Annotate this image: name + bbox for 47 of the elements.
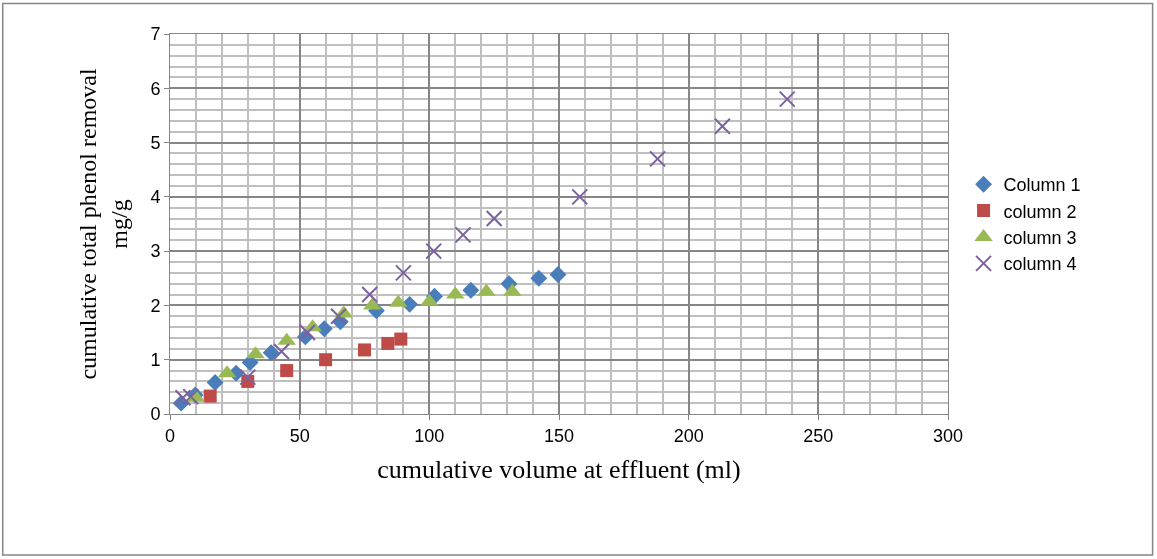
y-tick-label: 1 [150, 350, 161, 371]
point [571, 188, 589, 206]
point [530, 269, 548, 287]
y-tick-label: 4 [150, 187, 161, 208]
y-tick-label: 6 [150, 78, 161, 99]
point [462, 281, 480, 299]
point [174, 389, 192, 407]
point [485, 210, 503, 228]
point [425, 242, 443, 260]
x-tick-label: 250 [803, 425, 834, 446]
point [280, 364, 294, 378]
point [778, 90, 796, 108]
point [381, 336, 395, 350]
legend-label: column 3 [1003, 228, 1077, 249]
point [298, 324, 316, 342]
x-tick-label: 100 [414, 425, 445, 446]
point [713, 117, 731, 135]
x-tick-label: 300 [932, 425, 964, 446]
x-tick-label: 0 [164, 425, 176, 446]
legend-label: Column 1 [1003, 175, 1081, 196]
point [206, 374, 224, 391]
x-tick-label: 200 [673, 425, 704, 446]
point [182, 388, 200, 406]
legend-label: column 2 [1003, 201, 1077, 222]
point [239, 368, 257, 386]
point [454, 226, 472, 244]
point [394, 332, 408, 346]
y-tick-label: 5 [150, 132, 161, 153]
point [549, 266, 567, 283]
x-tick-label: 50 [289, 425, 310, 446]
point [358, 343, 371, 357]
x-tick-label: 150 [543, 425, 575, 446]
point [361, 286, 379, 304]
y-tick-label: 3 [150, 241, 161, 262]
point [319, 353, 333, 367]
point [394, 264, 412, 282]
legend-label: column 4 [1003, 254, 1077, 275]
y-tick-label: 7 [150, 24, 161, 45]
point [330, 307, 348, 325]
x-axis-title: cumulative volume at effluent (ml) [377, 455, 741, 485]
y-tick-label: 2 [150, 295, 161, 316]
point [273, 343, 291, 361]
point [649, 150, 667, 168]
point [262, 344, 280, 362]
y-axis-title: cumulative total phenol removal mg/g [75, 68, 133, 380]
y-tick-label: 0 [150, 404, 161, 425]
point [203, 389, 217, 403]
